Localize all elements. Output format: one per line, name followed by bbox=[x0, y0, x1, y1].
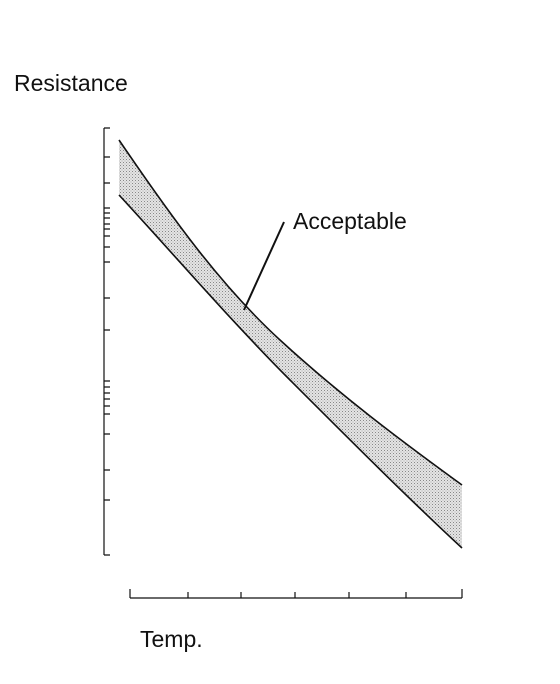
y-axis-label: Resistance bbox=[14, 70, 128, 96]
y-axis bbox=[103, 127, 110, 556]
annotation: Acceptable bbox=[293, 208, 407, 234]
leader-line bbox=[243, 221, 285, 311]
lower-limit-curve bbox=[118, 194, 463, 549]
upper-limit-curve bbox=[118, 139, 463, 486]
x-axis bbox=[129, 589, 463, 599]
acceptable-band bbox=[119, 140, 462, 548]
x-axis-label: Temp. bbox=[140, 626, 203, 652]
